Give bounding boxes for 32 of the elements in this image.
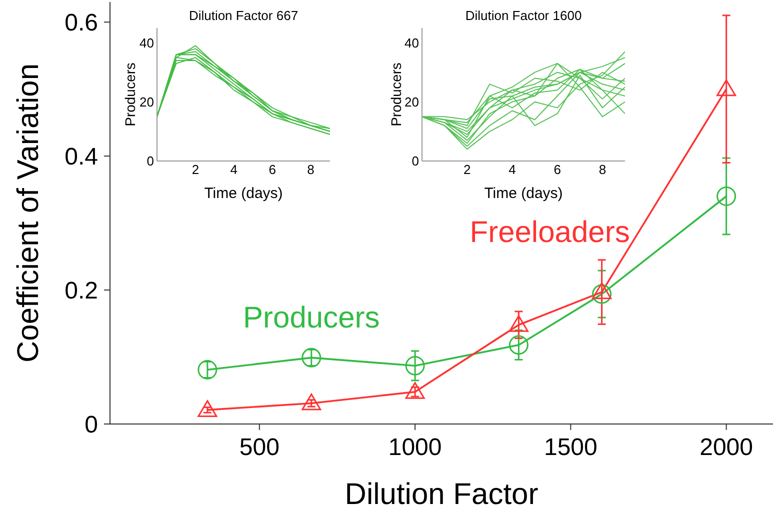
- y-tick-label: 0: [146, 154, 154, 169]
- y-axis-title: Producers: [388, 62, 404, 126]
- series-label: Producers: [243, 302, 380, 335]
- chart-title: Dilution Factor 667: [188, 8, 300, 23]
- x-tick-label: 4: [230, 162, 238, 178]
- y-tick-label: 20: [140, 94, 154, 110]
- x-tick-label: 6: [268, 162, 276, 178]
- y-tick-label: 20: [404, 94, 419, 110]
- x-tick-label: 8: [307, 162, 314, 178]
- chart-title: Dilution Factor 1600: [464, 8, 583, 23]
- y-tick-label: 0.4: [64, 144, 98, 171]
- y-tick-label: 0: [84, 412, 98, 439]
- series-label: Freeloaders: [470, 216, 630, 250]
- x-axis-title: Dilution Factor: [344, 478, 538, 511]
- x-tick-label: 2000: [700, 434, 754, 462]
- x-tick-label: 500: [239, 434, 280, 462]
- x-tick-label: 1000: [388, 434, 442, 462]
- x-tick-label: 4: [508, 162, 516, 178]
- x-tick-label: 1500: [544, 434, 598, 462]
- x-tick-label: 2: [463, 162, 471, 178]
- x-axis-title: Time (days): [484, 185, 563, 202]
- y-tick-label: 40: [404, 35, 419, 50]
- x-tick-label: 2: [192, 162, 200, 178]
- y-axis-title: Coefficient of Variation: [12, 63, 45, 363]
- y-tick-label: 0.6: [64, 10, 98, 37]
- x-axis-title: Time (days): [204, 185, 283, 202]
- y-tick-label: 0.2: [64, 278, 98, 305]
- x-tick-label: 6: [554, 162, 561, 178]
- x-tick-label: 8: [598, 162, 606, 178]
- y-tick-label: 0: [412, 154, 419, 169]
- y-tick-label: 40: [140, 35, 154, 50]
- y-axis-title: Producers: [122, 62, 138, 126]
